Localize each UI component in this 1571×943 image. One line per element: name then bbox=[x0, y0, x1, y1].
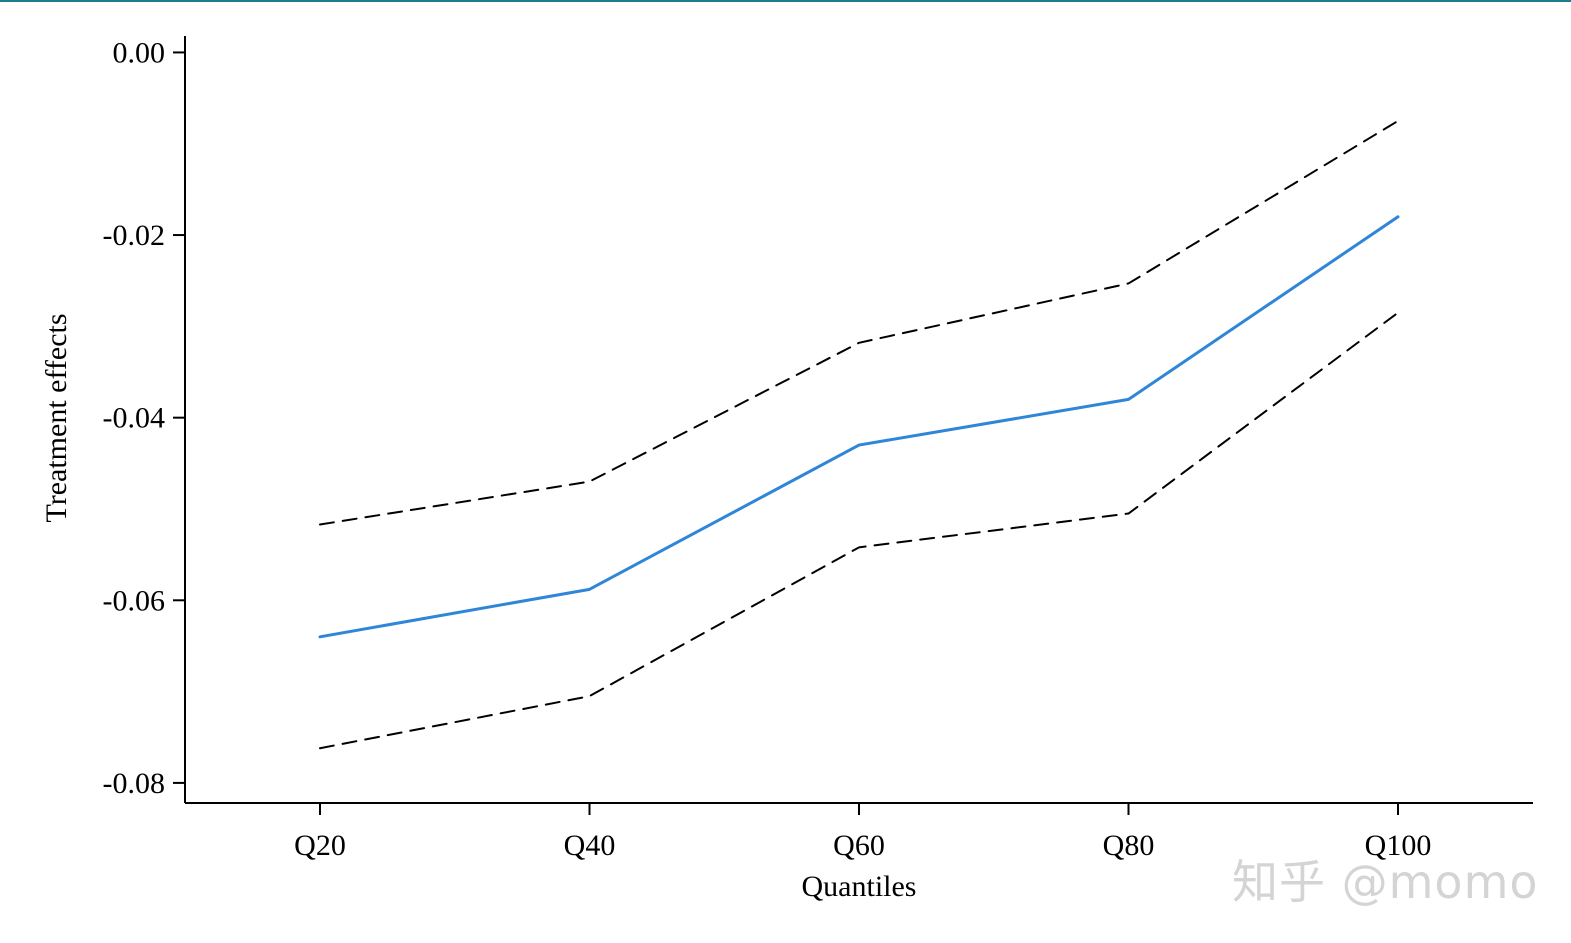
upper-ci-line bbox=[319, 119, 1399, 526]
x-axis-title: Quantiles bbox=[802, 870, 917, 903]
lower-ci-line bbox=[319, 311, 1399, 750]
x-tick-label: Q20 bbox=[294, 829, 346, 862]
y-tick-label: -0.04 bbox=[103, 402, 166, 435]
watermark: 知乎 @momo bbox=[1232, 855, 1539, 909]
y-tick-label: -0.02 bbox=[103, 219, 166, 252]
series-layer bbox=[318, 119, 1400, 750]
x-tick-label: Q80 bbox=[1103, 829, 1155, 862]
x-tick-label: Q40 bbox=[564, 829, 616, 862]
y-axis-title: Treatment effects bbox=[40, 313, 73, 522]
y-tick-label: -0.06 bbox=[103, 584, 166, 617]
x-tick-label: Q100 bbox=[1365, 829, 1432, 862]
y-tick-label: -0.08 bbox=[103, 767, 166, 800]
x-tick-label: Q60 bbox=[833, 829, 885, 862]
axes: 0.00 -0.02 -0.04 -0.06 -0.08 Q20 Q40 Q60 Q80 Q100 bbox=[103, 36, 1533, 862]
y-tick-label: 0.00 bbox=[113, 36, 166, 69]
estimate-line bbox=[318, 215, 1400, 639]
top-rule bbox=[0, 0, 1571, 2]
